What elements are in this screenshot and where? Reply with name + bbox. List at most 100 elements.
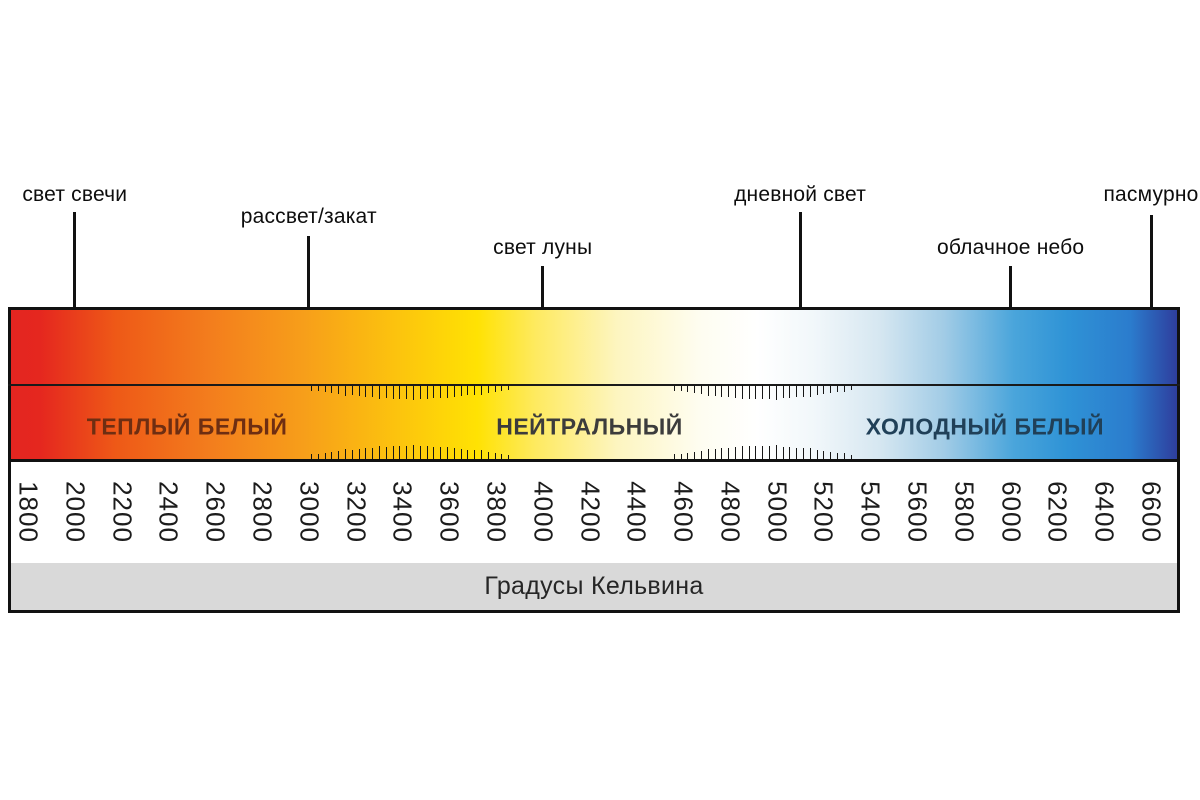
ruler-tick (755, 446, 757, 459)
ruler-tick (680, 454, 682, 459)
ruler-tick (714, 386, 716, 396)
kelvin-axis-number: 6600 (1136, 481, 1167, 543)
zone-label: ТЕПЛЫЙ БЕЛЫЙ (86, 413, 288, 440)
kelvin-axis-number: 6200 (1042, 481, 1073, 543)
ruler-tick (768, 446, 770, 459)
ruler-tick (440, 447, 442, 459)
ruler-tick (474, 450, 476, 459)
ruler-tick (372, 448, 374, 459)
ruler-tick (775, 445, 777, 459)
milestone-label: свет луны (493, 236, 593, 259)
ruler-tick (358, 449, 360, 459)
kelvin-axis-number: 6000 (996, 481, 1027, 543)
ruler-tick (694, 386, 696, 393)
kelvin-axis-number: 5200 (808, 481, 839, 543)
ruler-tick (508, 386, 510, 390)
ruler-tick (419, 386, 421, 399)
ruler-tick (789, 447, 791, 459)
ruler-tick (687, 386, 689, 392)
ruler-tick (673, 386, 675, 391)
ruler-tick (392, 386, 394, 399)
ruler-tick (501, 454, 503, 459)
ruler-tick (433, 447, 435, 459)
ruler-tick (447, 447, 449, 459)
ruler-tick (372, 386, 374, 397)
ruler-tick (447, 386, 449, 398)
milestone-label: облачное небо (936, 236, 1085, 259)
ruler-tick (311, 454, 313, 459)
kelvin-axis-number: 2400 (153, 481, 184, 543)
ruler-tick (317, 386, 319, 391)
ruler-tick (782, 386, 784, 398)
milestone-leader-line (307, 236, 311, 347)
ruler-tick (850, 386, 852, 390)
ruler-tick (433, 386, 435, 398)
ruler-tick (331, 386, 333, 393)
ruler-tick (673, 454, 675, 459)
milestone-leader-line (1009, 266, 1013, 347)
ruler-tick (317, 454, 319, 459)
ruler-tick (453, 448, 455, 459)
kelvin-axis-number: 2200 (107, 481, 138, 543)
ruler-tick (501, 386, 503, 391)
milestone-label: пасмурно (1103, 183, 1199, 206)
kelvin-axis-number: 4600 (668, 481, 699, 543)
kelvin-axis-number: 2800 (247, 481, 278, 543)
ruler-tick (406, 386, 408, 399)
ruler-tick (762, 446, 764, 459)
ruler-tick (809, 386, 811, 397)
ruler-tick (426, 446, 428, 459)
ruler-tick (453, 386, 455, 397)
ruler-tick (338, 451, 340, 459)
ruler-tick (481, 386, 483, 395)
ruler-tick (419, 446, 421, 459)
ruler-tick (338, 386, 340, 394)
kelvin-axis-number: 5400 (855, 481, 886, 543)
kelvin-axis-number: 2000 (60, 481, 91, 543)
ruler-tick (379, 386, 381, 399)
ruler-tick (843, 386, 845, 392)
ruler-tick (460, 449, 462, 459)
ruler-tick (830, 452, 832, 459)
ruler-tick (426, 386, 428, 399)
ruler-tick (714, 449, 716, 459)
ruler-tick (324, 453, 326, 459)
ruler-tick (843, 453, 845, 459)
ruler-tick (700, 386, 702, 394)
ruler-tick (802, 448, 804, 459)
ruler-tick (406, 446, 408, 459)
kelvin-axis-number: 2600 (200, 481, 231, 543)
milestone-label: дневной свет (734, 183, 867, 206)
ruler-tick (311, 386, 313, 391)
ruler-tick (830, 386, 832, 393)
ruler-tick (487, 386, 489, 393)
kelvin-axis-number: 5000 (762, 481, 793, 543)
ruler-tick (768, 386, 770, 399)
ruler-tick (741, 446, 743, 459)
kelvin-axis-number: 3800 (481, 481, 512, 543)
ruler-tick (474, 386, 476, 395)
ruler-tick (700, 451, 702, 459)
ruler-tick (782, 447, 784, 459)
ruler-tick (379, 446, 381, 459)
axis-title-band: Градусы Кельвина (11, 563, 1177, 610)
ruler-tick (481, 450, 483, 459)
ruler-tick (796, 386, 798, 397)
ruler-tick (385, 447, 387, 459)
ruler-tick (413, 445, 415, 459)
ruler-tick (707, 449, 709, 459)
kelvin-axis-number: 5800 (949, 481, 980, 543)
kelvin-axis-number: 3000 (294, 481, 325, 543)
ruler-tick (748, 386, 750, 399)
ruler-tick (494, 386, 496, 392)
kelvin-axis-number: 3400 (387, 481, 418, 543)
milestone-label: рассвет/закат (240, 205, 377, 228)
kelvin-axis-number: 6400 (1089, 481, 1120, 543)
ruler-tick (440, 386, 442, 398)
ruler-tick (823, 386, 825, 394)
kelvin-axis-number: 1800 (13, 481, 44, 543)
ruler-tick (734, 386, 736, 398)
ruler-tick (816, 386, 818, 395)
kelvin-axis-number: 3200 (341, 481, 372, 543)
kelvin-axis-number: 4000 (528, 481, 559, 543)
